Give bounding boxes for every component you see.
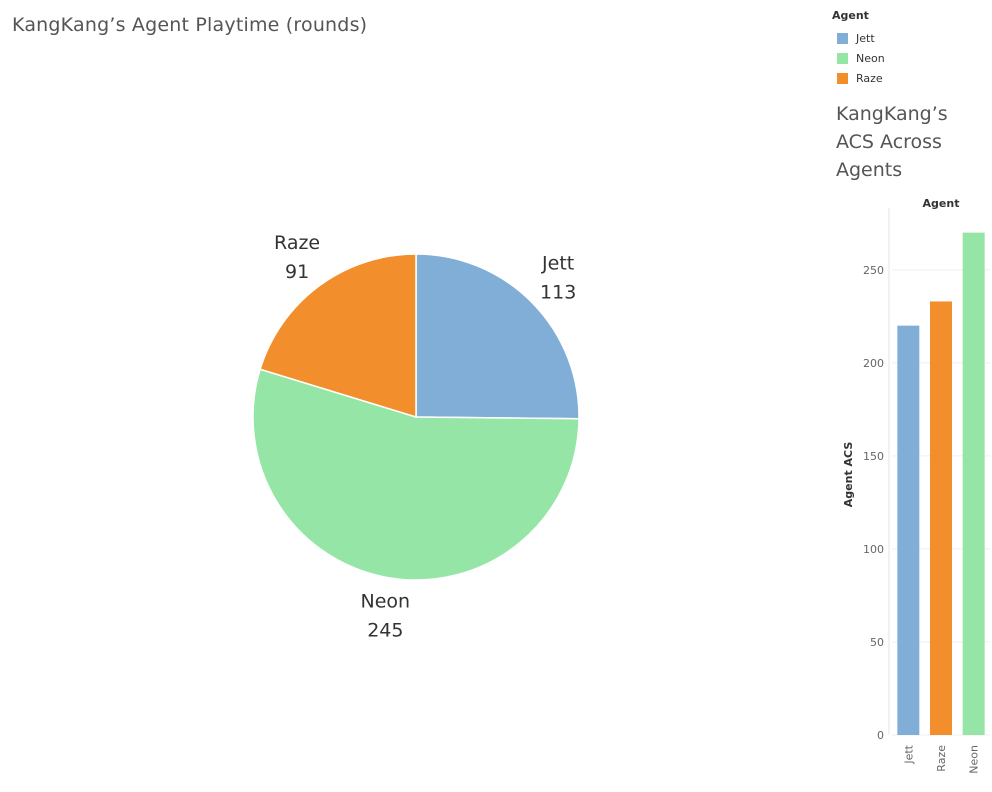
legend-label-neon: Neon bbox=[856, 51, 885, 65]
bar-y-tick-label: 200 bbox=[863, 357, 884, 370]
bar-column-header: Agent bbox=[923, 197, 960, 210]
legend-swatch-raze bbox=[837, 72, 848, 84]
bar-chart-title: KangKang’s ACS Across Agents bbox=[836, 103, 948, 181]
bar-x-tick-label-jett: Jett bbox=[902, 744, 915, 764]
bar-neon[interactable] bbox=[962, 232, 985, 735]
pie-value-raze: 91 bbox=[285, 261, 309, 283]
legend-item-jett[interactable]: Jett bbox=[832, 28, 885, 48]
pie-slice-raze[interactable] bbox=[259, 253, 417, 419]
pie-label-raze: Raze bbox=[274, 232, 320, 254]
bar-y-tick-label: 0 bbox=[877, 729, 884, 742]
legend-swatch-neon bbox=[837, 52, 848, 64]
bar-x-tick-label-raze: Raze bbox=[935, 745, 948, 772]
legend-label-raze: Raze bbox=[856, 71, 883, 85]
pie-label-jett: Jett bbox=[541, 252, 574, 274]
legend-item-neon[interactable]: Neon bbox=[832, 48, 885, 68]
bar-chart: Agent Agent ACS 0 50 100 150 200 250 Jett Raze Neo… bbox=[842, 197, 990, 774]
legend-swatch-jett bbox=[837, 32, 848, 44]
bar-y-tick-label: 100 bbox=[863, 543, 884, 556]
pie-value-neon: 245 bbox=[367, 620, 403, 642]
bar-y-tick-label: 50 bbox=[870, 636, 884, 649]
legend-item-raze[interactable]: Raze bbox=[832, 68, 885, 88]
pie-label-neon: Neon bbox=[361, 591, 411, 613]
agent-legend: Agent Jett Neon Raze bbox=[832, 9, 885, 88]
pie-slice-neon[interactable] bbox=[252, 368, 580, 581]
pie-slice-jett[interactable] bbox=[415, 253, 580, 420]
pie-value-jett: 113 bbox=[540, 281, 576, 303]
legend-label-jett: Jett bbox=[856, 31, 875, 45]
bar-x-tick-label-neon: Neon bbox=[968, 745, 981, 774]
legend-title: Agent bbox=[832, 9, 869, 22]
bar-jett[interactable] bbox=[897, 325, 920, 735]
bar-raze[interactable] bbox=[930, 301, 952, 735]
bar-y-axis-label: Agent ACS bbox=[842, 442, 855, 508]
bar-y-tick-label: 150 bbox=[863, 450, 884, 463]
pie-chart-title: KangKang’s Agent Playtime (rounds) bbox=[12, 14, 368, 36]
pie-chart: Jett 113 Neon 245 Raze 91 bbox=[252, 232, 580, 642]
bar-y-tick-label: 250 bbox=[863, 264, 884, 277]
